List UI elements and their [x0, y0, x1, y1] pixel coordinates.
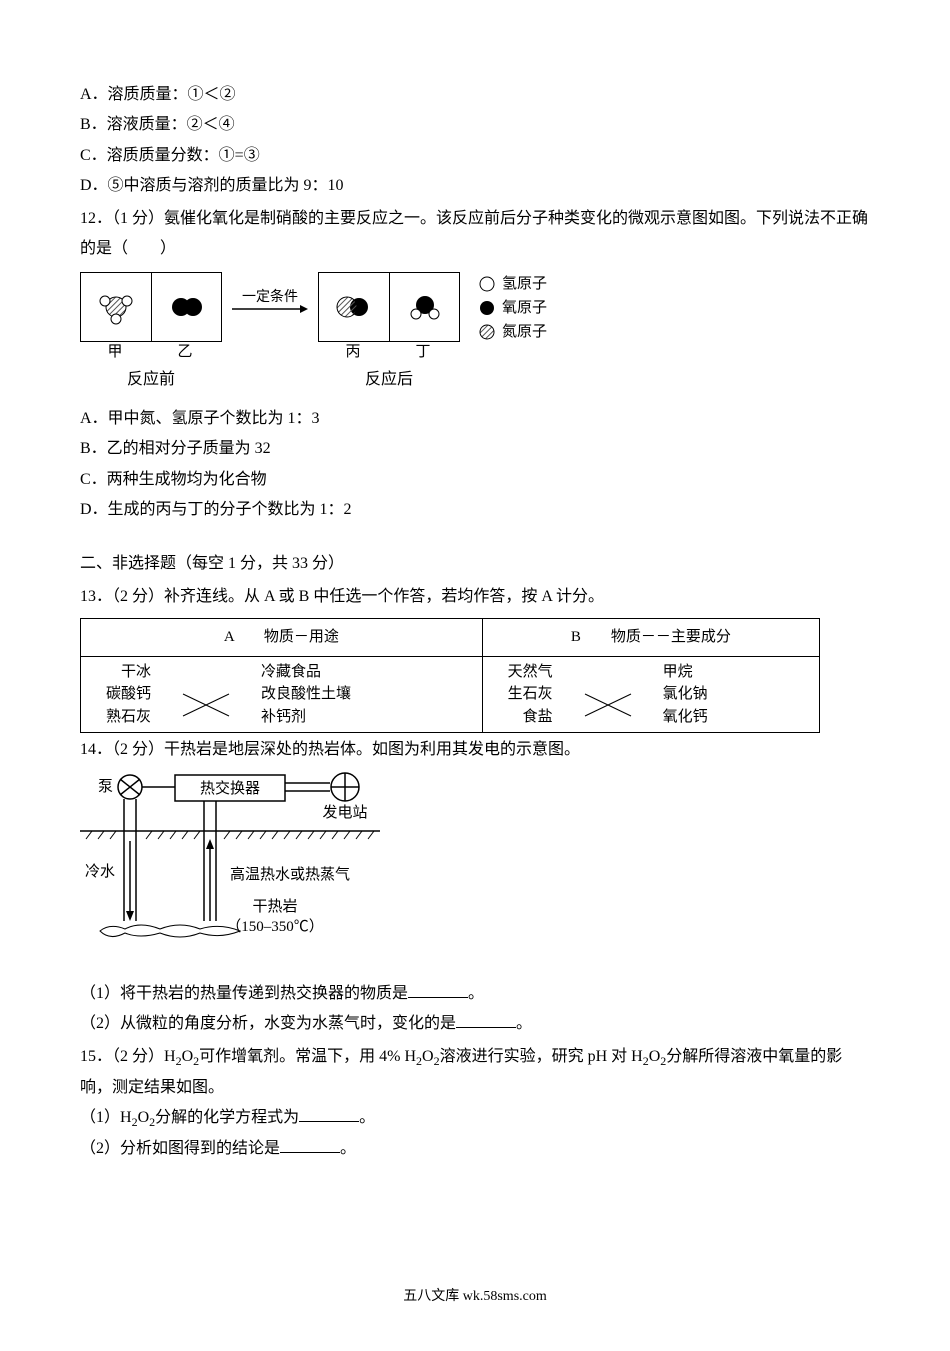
molecule-ding-icon — [400, 287, 450, 327]
q13-header-b: B 物质－－主要成分 — [482, 619, 819, 657]
b-right-0: 甲烷 — [663, 661, 708, 684]
blank-15-2 — [280, 1137, 340, 1153]
plant-label: 发电站 — [322, 804, 367, 821]
q13-stem: 13．（2 分）补齐连线。从 A 或 B 中任选一个作答，若均作答，按 A 计分… — [80, 582, 870, 612]
q11-option-d: D．⑤中溶质与溶剂的质量比为 9：10 — [80, 171, 870, 201]
page-footer: 五八文库 wk.58sms.com — [80, 1284, 870, 1311]
q15-sub2: （2）分析如图得到的结论是。 — [80, 1134, 870, 1164]
b-right-1: 氯化钠 — [663, 683, 708, 706]
b-left-1: 生石灰 — [493, 683, 553, 706]
q14-diagram: 泵 热交换器 发电站 — [80, 771, 870, 972]
q11-option-c: C．溶质质量分数：①=③ — [80, 141, 870, 171]
b-left-2: 食盐 — [493, 706, 553, 729]
molecule-bing-icon — [329, 287, 379, 327]
a-left-2: 熟石灰 — [91, 706, 151, 729]
legend-o: 氧原子 — [502, 296, 547, 320]
q13-b-lines-icon — [583, 661, 633, 727]
hydrogen-atom-icon — [480, 277, 494, 291]
reaction-arrow: 一定条件 — [230, 272, 310, 342]
blank-14-2 — [456, 1012, 516, 1028]
q15-sub1: （1）H2O2分解的化学方程式为。 — [80, 1103, 870, 1134]
molecule-yi-icon — [162, 287, 212, 327]
q15-stem: 15．（2 分）H2O2可作增氧剂。常温下，用 4% H2O2溶液进行实验，研究… — [80, 1042, 870, 1103]
a-right-0: 冷藏食品 — [261, 661, 351, 684]
hot-label: 高温热水或热蒸气 — [230, 866, 350, 883]
legend-h: 氢原子 — [502, 272, 547, 296]
legend-n: 氮原子 — [502, 320, 547, 344]
atom-legend: 氢原子 氧原子 氮原子 — [478, 272, 547, 344]
exchanger-label: 热交换器 — [200, 779, 260, 797]
temp-label: （150–350℃） — [226, 918, 324, 935]
a-right-2: 补钙剂 — [261, 706, 351, 729]
molecule-jia-icon — [91, 287, 141, 327]
q14-stem: 14．（2 分）干热岩是地层深处的热岩体。如图为利用其发电的示意图。 — [80, 735, 870, 765]
blank-14-1 — [408, 982, 468, 998]
phase-after: 反应后 — [365, 365, 413, 395]
q11-option-b: B．溶液质量：②＜④ — [80, 110, 870, 140]
q13-header-a: A 物质－用途 — [81, 619, 483, 657]
b-left-0: 天然气 — [493, 661, 553, 684]
q12-diagram: 甲 乙 反应前 一定条件 — [80, 272, 870, 395]
q11-option-a: A．溶质质量：①＜② — [80, 80, 870, 110]
a-left-1: 碳酸钙 — [91, 683, 151, 706]
q12-option-a: A．甲中氮、氢原子个数比为 1：3 — [80, 404, 870, 434]
oxygen-atom-icon — [480, 301, 494, 315]
rock-label: 干热岩 — [252, 898, 297, 915]
q12-option-c: C．两种生成物均为化合物 — [80, 465, 870, 495]
label-jia: 甲 — [80, 342, 150, 363]
q13-table: A 物质－用途 B 物质－－主要成分 干冰 碳酸钙 熟石灰 冷藏食品 改良酸性土… — [80, 618, 820, 733]
pump-label: 泵 — [98, 779, 113, 795]
q12-stem: 12．（1 分）氨催化氧化是制硝酸的主要反应之一。该反应前后分子种类变化的微观示… — [80, 204, 870, 265]
q14-sub1: （1）将干热岩的热量传递到热交换器的物质是。 — [80, 979, 870, 1009]
section-2-header: 二、非选择题（每空 1 分，共 33 分） — [80, 549, 870, 579]
b-right-2: 氧化钙 — [663, 706, 708, 729]
q13-a-lines-icon — [181, 661, 231, 727]
cold-label: 冷水 — [85, 863, 115, 880]
q12-option-b: B．乙的相对分子质量为 32 — [80, 434, 870, 464]
q12-option-d: D．生成的丙与丁的分子个数比为 1：2 — [80, 495, 870, 525]
a-left-0: 干冰 — [91, 661, 151, 684]
a-right-1: 改良酸性土壤 — [261, 683, 351, 706]
condition-text: 一定条件 — [242, 288, 298, 305]
phase-before: 反应前 — [127, 365, 175, 395]
label-ding: 丁 — [388, 342, 458, 363]
label-yi: 乙 — [150, 342, 220, 363]
label-bing: 丙 — [318, 342, 388, 363]
nitrogen-atom-icon — [480, 325, 494, 339]
blank-15-1 — [299, 1106, 359, 1122]
q14-sub2: （2）从微粒的角度分析，水变为水蒸气时，变化的是。 — [80, 1009, 870, 1039]
